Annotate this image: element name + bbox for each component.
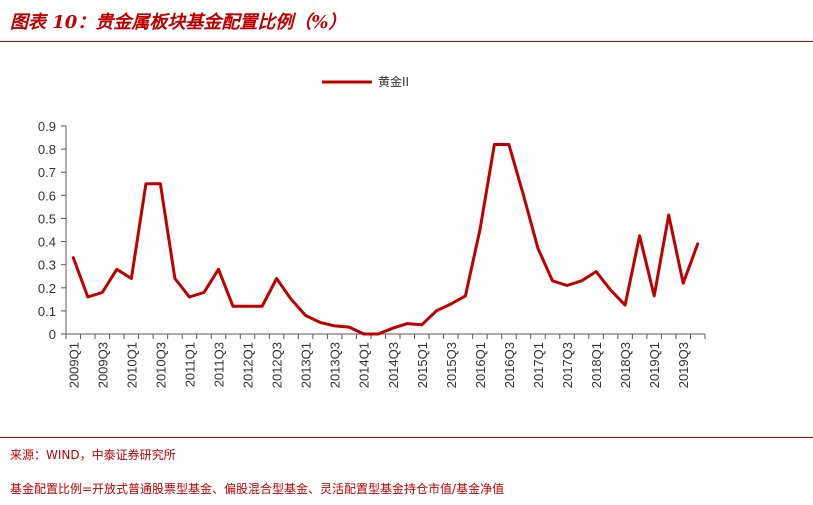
legend: 黄金II: [322, 74, 409, 89]
x-tick-label: 2012Q1: [241, 342, 256, 388]
x-tick-label: 2014Q3: [386, 342, 401, 388]
y-tick-label: 0.5: [38, 211, 56, 226]
series-line-gold: [71, 143, 700, 336]
y-tick-label: 0.6: [38, 188, 56, 203]
y-tick-label: 0.3: [38, 258, 56, 273]
x-tick-label: 2010Q1: [124, 342, 139, 388]
y-tick-label: 0.8: [38, 142, 56, 157]
x-tick-label: 2018Q3: [618, 342, 633, 388]
y-tick-label: 0.7: [38, 165, 56, 180]
y-tick-label: 0.2: [38, 281, 56, 296]
y-tick-label: 0.1: [38, 304, 56, 319]
x-tick-label: 2016Q3: [502, 342, 517, 388]
plot-area: [71, 143, 700, 336]
footer-divider: [0, 437, 813, 438]
x-tick-label: 2015Q1: [415, 342, 430, 388]
x-tick-label: 2017Q3: [560, 342, 575, 388]
x-tick-label: 2015Q3: [444, 342, 459, 388]
y-tick-label: 0.4: [38, 235, 56, 250]
x-tick-label: 2009Q3: [95, 342, 110, 388]
x-tick-label: 2018Q1: [589, 342, 604, 388]
x-tick-label: 2009Q1: [66, 342, 81, 388]
y-tick-label: 0: [49, 327, 56, 342]
legend-label: 黄金II: [378, 74, 409, 89]
x-tick-label: 2013Q1: [299, 342, 314, 388]
x-tick-label: 2019Q3: [676, 342, 691, 388]
x-tick-label: 2010Q3: [153, 342, 168, 388]
x-tick-label: 2016Q1: [473, 342, 488, 388]
definition-note: 基金配置比例=开放式普通股票型基金、偏股混合型基金、灵活配置型基金持仓市值/基金…: [10, 482, 505, 496]
x-tick-label: 2019Q1: [647, 342, 662, 388]
x-axis: 2009Q1 2009Q3 2010Q1 2010Q3 2011Q1 2011Q3 2012…: [65, 333, 706, 388]
x-tick-label: 2011Q3: [211, 342, 226, 387]
page-title: 图表 10：贵金属板块基金配置比例（%）: [10, 12, 347, 33]
line-chart: 黄金II 0 0.1 0.2 0.3 0.4 0.5 0.6 0.7 0.8 0.9 2009Q1…: [38, 74, 706, 388]
title-divider: [0, 41, 813, 42]
x-tick-label: 2014Q1: [357, 342, 372, 388]
x-tick-label: 2013Q3: [328, 342, 343, 388]
source-note: 来源：WIND，中泰证券研究所: [10, 448, 176, 462]
x-tick-label: 2012Q3: [270, 342, 285, 388]
y-tick-label: 0.9: [38, 119, 56, 134]
y-axis: 0 0.1 0.2 0.3 0.4 0.5 0.6 0.7 0.8 0.9: [38, 119, 67, 342]
x-tick-label: 2017Q1: [531, 342, 546, 388]
x-tick-label: 2011Q1: [182, 342, 197, 387]
